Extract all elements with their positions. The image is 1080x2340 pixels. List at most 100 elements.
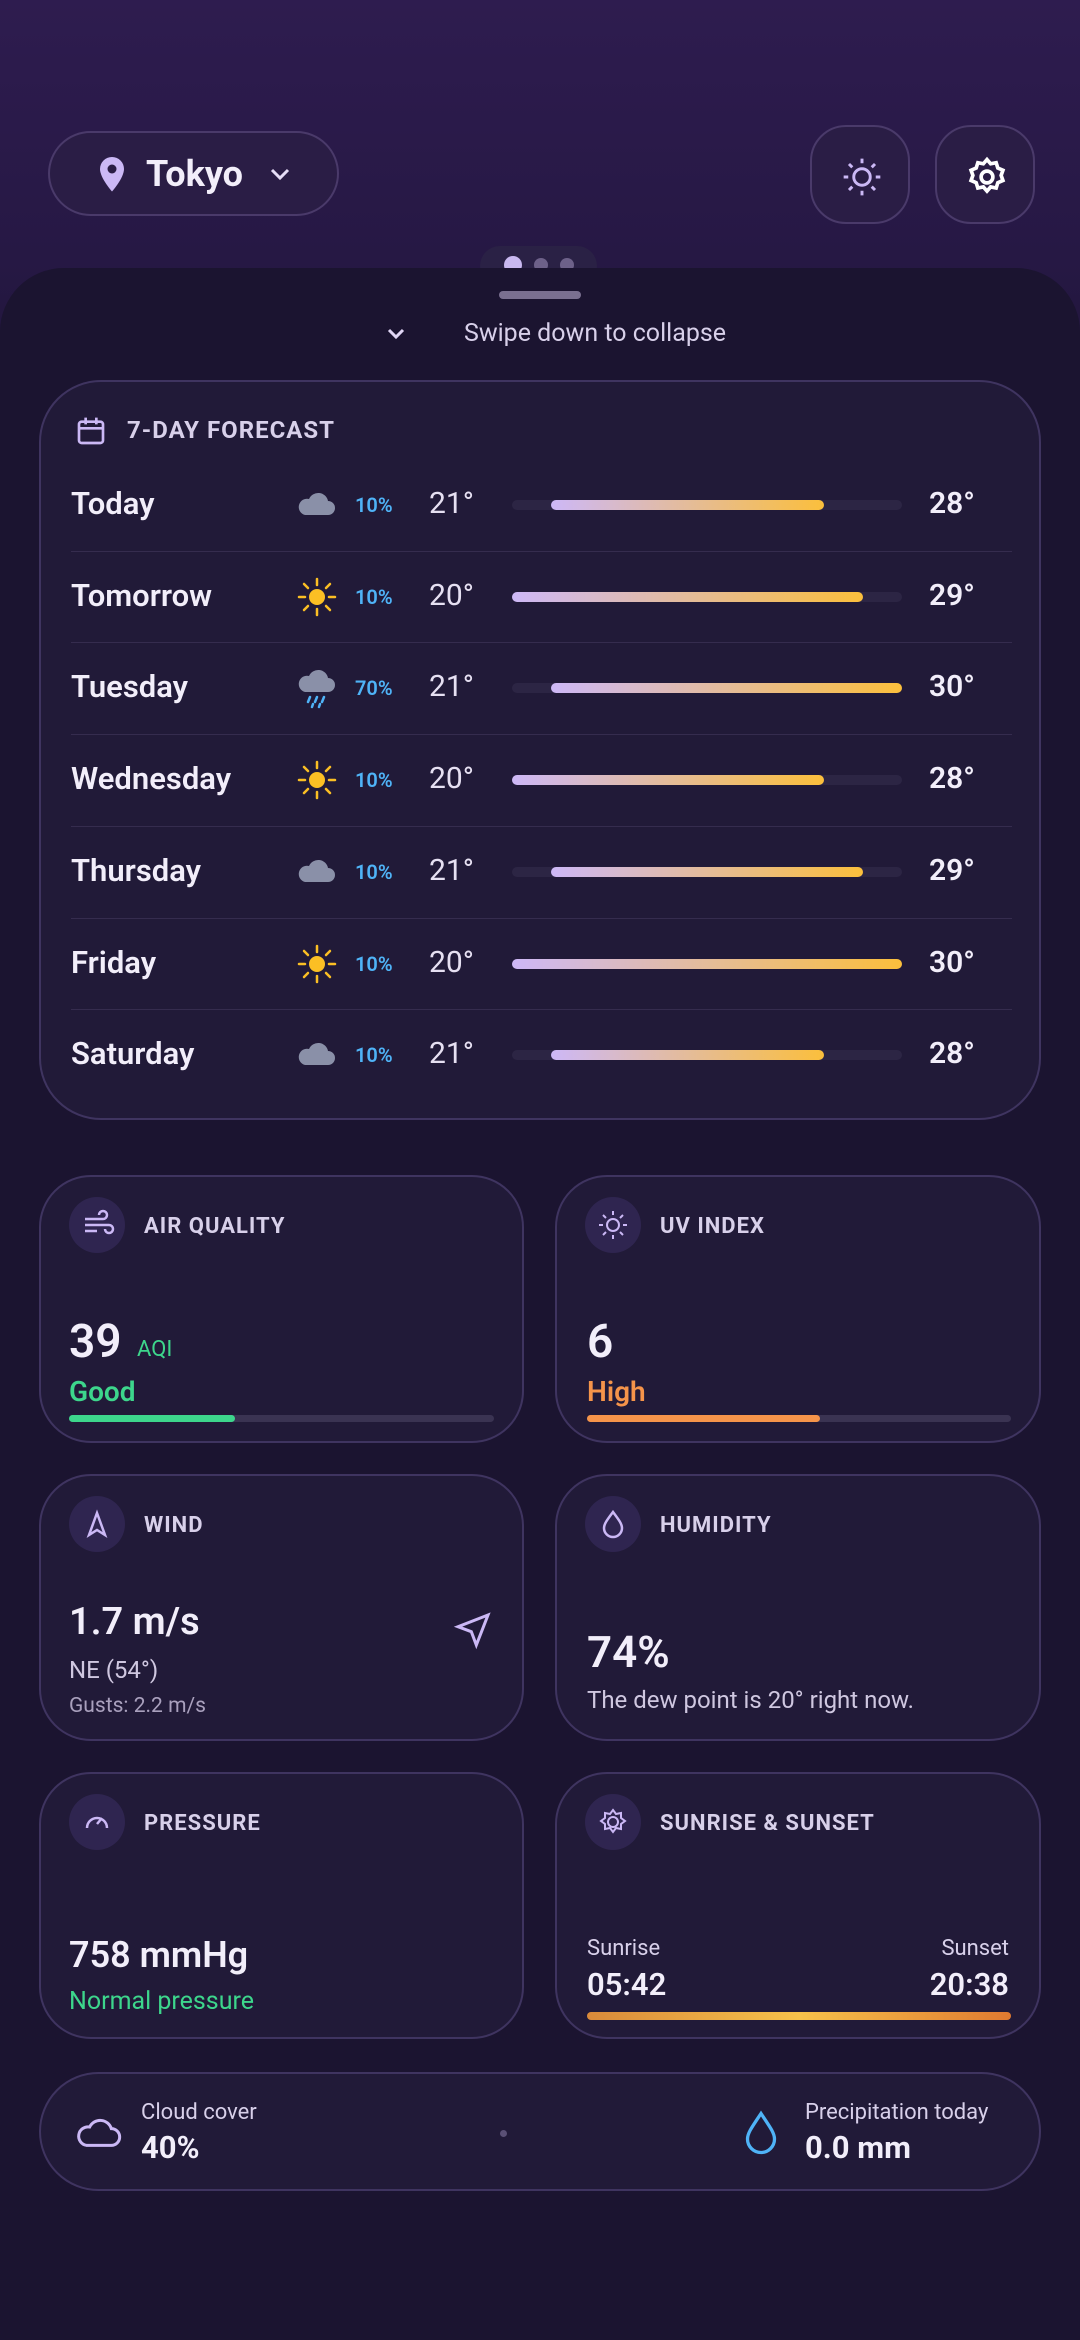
aqi-track bbox=[69, 1415, 494, 1422]
aqi-status: Good bbox=[69, 1375, 136, 1408]
uv-value: 6 bbox=[587, 1315, 614, 1369]
card-title: SUNRISE & SUNSET bbox=[660, 1811, 875, 1836]
aqi-value: 39 bbox=[69, 1315, 122, 1369]
temp-range bbox=[512, 958, 902, 969]
precip-chance: 10% bbox=[355, 493, 393, 517]
drag-handle[interactable] bbox=[499, 291, 581, 299]
day-name: Tuesday bbox=[71, 668, 189, 706]
day-name: Today bbox=[71, 485, 155, 522]
chevron bbox=[270, 168, 290, 181]
weather-icon bbox=[298, 492, 335, 515]
day-name: Wednesday bbox=[71, 760, 232, 798]
weather-icon bbox=[298, 859, 335, 882]
icon bbox=[69, 1794, 125, 1850]
high-temp: 29° bbox=[929, 577, 975, 613]
pressure-card: PRESSURE 758 mmHg Normal pressure bbox=[39, 1772, 524, 2039]
card-title: WIND bbox=[144, 1513, 204, 1538]
icon bbox=[585, 1496, 641, 1552]
precip-value: 0.0 mm bbox=[805, 2129, 911, 2166]
direction-arrow bbox=[453, 1612, 491, 1650]
pressure-value: 758 mmHg bbox=[69, 1934, 249, 1976]
icon bbox=[585, 1794, 641, 1850]
settings-button[interactable] bbox=[935, 125, 1035, 224]
temp-range bbox=[512, 775, 824, 786]
drop-icon bbox=[745, 2110, 777, 2155]
summary-card: Cloud cover 40% Precipitation today 0.0 … bbox=[39, 2072, 1041, 2191]
pin-icon bbox=[100, 157, 124, 192]
aqi-fill bbox=[69, 1415, 235, 1422]
temp-range bbox=[512, 591, 863, 602]
icon bbox=[69, 1496, 125, 1552]
calendar-icon bbox=[77, 417, 105, 445]
gear-icon bbox=[968, 156, 1006, 194]
high-temp: 28° bbox=[929, 486, 975, 521]
temp-range bbox=[551, 683, 902, 694]
card-title: AIR QUALITY bbox=[144, 1214, 286, 1239]
card-title: PRESSURE bbox=[144, 1811, 261, 1836]
chevron-down bbox=[387, 328, 405, 340]
weather-icon bbox=[297, 760, 337, 800]
day-name: Tomorrow bbox=[71, 576, 213, 614]
precip-chance: 10% bbox=[355, 584, 393, 609]
row-divider bbox=[71, 734, 1012, 736]
day-name: Saturday bbox=[71, 1035, 195, 1073]
low-temp: 20° bbox=[429, 944, 474, 980]
wind-direction: NE (54°) bbox=[69, 1656, 159, 1684]
sun-icon bbox=[843, 158, 881, 196]
dew-point: The dew point is 20° right now. bbox=[587, 1686, 914, 1714]
uv-card: UV INDEX 6 High bbox=[555, 1175, 1041, 1443]
location-picker[interactable]: Tokyo bbox=[48, 131, 339, 216]
forecast-title: 7-DAY FORECAST bbox=[127, 416, 336, 444]
card-title: HUMIDITY bbox=[660, 1513, 772, 1538]
high-temp: 29° bbox=[929, 852, 975, 888]
precip-chance: 10% bbox=[355, 1043, 393, 1068]
card-title: UV INDEX bbox=[660, 1214, 765, 1239]
high-temp: 28° bbox=[929, 761, 975, 797]
forecast-card: 7-DAY FORECAST Today 10% 21° 28° Tomorrow 10%… bbox=[39, 380, 1041, 1120]
humidity-value: 74% bbox=[587, 1626, 670, 1678]
sunrise-time: 05:42 bbox=[587, 1966, 667, 2003]
wind-gusts: Gusts: 2.2 m/s bbox=[69, 1694, 206, 1718]
sunset-time: 20:38 bbox=[929, 1966, 1009, 2003]
precip-chance: 10% bbox=[355, 951, 393, 976]
precip-chance: 10% bbox=[355, 859, 393, 884]
low-temp: 21° bbox=[429, 852, 474, 888]
aqi-unit: AQI bbox=[137, 1337, 173, 1362]
location: Tokyo bbox=[146, 153, 243, 195]
sunset-label: Sunset bbox=[941, 1936, 1009, 1961]
row-divider bbox=[71, 1009, 1012, 1011]
temp-range bbox=[551, 1050, 824, 1061]
collapse-hint: Swipe down to collapse bbox=[463, 319, 727, 348]
sunrise-label: Sunrise bbox=[587, 1936, 661, 1961]
temp-range bbox=[551, 500, 824, 510]
sun-card: SUNRISE & SUNSET Sunrise 05:42 Sunset 20… bbox=[555, 1772, 1041, 2039]
high-temp: 28° bbox=[929, 1036, 975, 1072]
weather-icon bbox=[298, 1043, 335, 1066]
low-temp: 20° bbox=[429, 761, 474, 797]
weather-icon bbox=[298, 670, 335, 709]
high-temp: 30° bbox=[929, 944, 975, 980]
row-divider bbox=[71, 825, 1012, 827]
uv-fill bbox=[587, 1415, 821, 1422]
low-temp: 21° bbox=[429, 1036, 474, 1072]
low-temp: 20° bbox=[429, 577, 474, 613]
icon bbox=[585, 1197, 641, 1253]
air-quality-card: AIR QUALITY 39 AQI Good bbox=[39, 1175, 524, 1443]
day-name: Thursday bbox=[71, 851, 202, 889]
weather-icon bbox=[297, 944, 337, 983]
row-divider bbox=[71, 642, 1012, 644]
wind-speed: 1.7 m/s bbox=[69, 1600, 200, 1644]
high-temp: 30° bbox=[929, 669, 975, 705]
precip-chance: 10% bbox=[355, 768, 393, 793]
daylight-bar bbox=[587, 2012, 1011, 2020]
theme-button[interactable] bbox=[810, 125, 910, 224]
precip-label: Precipitation today bbox=[805, 2100, 989, 2125]
divider-dot bbox=[500, 2130, 507, 2137]
humidity-card: HUMIDITY 74% The dew point is 20° right … bbox=[555, 1474, 1041, 1741]
pressure-status: Normal pressure bbox=[69, 1987, 254, 2016]
cloud-icon bbox=[77, 2118, 122, 2147]
low-temp: 21° bbox=[429, 486, 474, 521]
temp-range bbox=[551, 866, 863, 877]
